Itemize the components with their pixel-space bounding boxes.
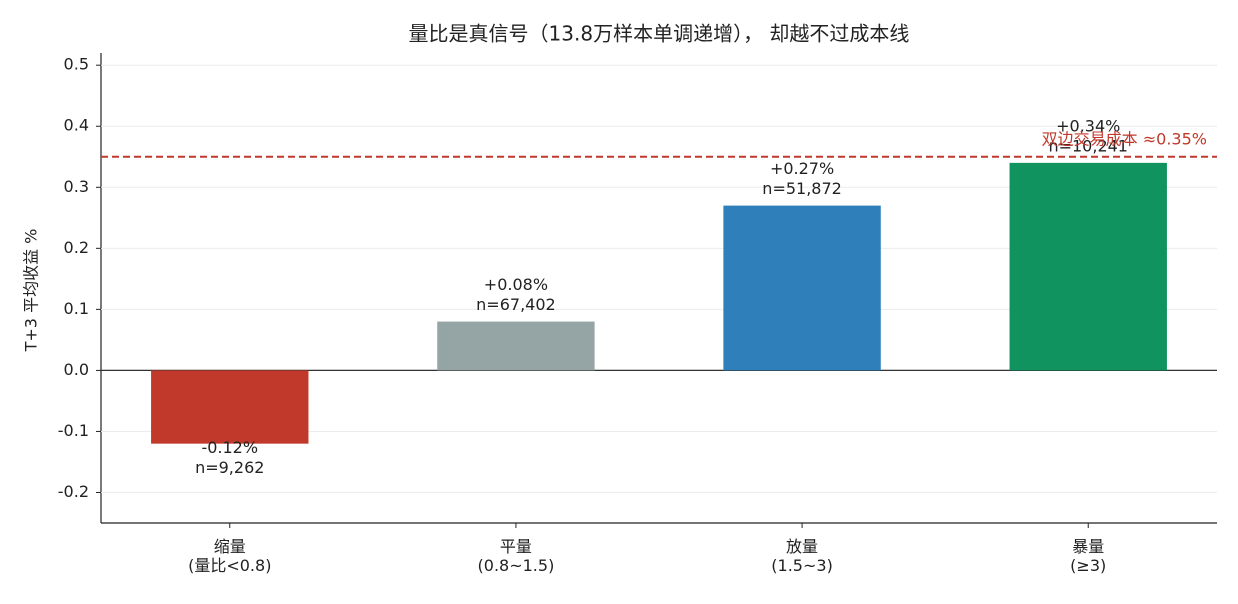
y-tick-label: -0.2 (58, 482, 89, 501)
value-label: -0.12% (201, 438, 258, 457)
x-tick-label: 平量 (0.8~1.5) (477, 537, 555, 575)
sample-label: n=67,402 (476, 295, 556, 314)
x-tick-label: 缩量 (量比<0.8) (188, 537, 272, 575)
sample-label: n=9,262 (195, 458, 264, 477)
y-tick-label: -0.1 (58, 421, 89, 440)
x-tick-label: 暴量 (≥3) (1070, 537, 1107, 575)
sample-label: n=51,872 (762, 179, 842, 198)
reference-label: 双边交易成本 ≈0.35% (1042, 129, 1207, 148)
x-tick-label: 放量 (1.5~3) (771, 537, 833, 575)
bar (723, 205, 881, 371)
bar (437, 321, 595, 371)
chart-title: 量比是真信号（13.8万样本单调递增）， 却越不过成本线 (409, 22, 910, 46)
y-tick-label: 0.1 (64, 299, 89, 318)
y-axis-label: T+3 平均收益 % (22, 229, 41, 353)
y-tick-label: 0.4 (64, 116, 89, 135)
y-tick-label: 0.3 (64, 177, 89, 196)
value-label: +0.08% (484, 275, 548, 294)
value-label: +0.27% (770, 159, 834, 178)
bar (1009, 162, 1167, 371)
bar (151, 370, 309, 444)
y-tick-label: 0.0 (64, 360, 89, 379)
y-tick-label: 0.2 (64, 238, 89, 257)
value-label: +0.34% (1056, 116, 1120, 135)
y-tick-label: 0.5 (64, 55, 89, 74)
sample-label: n=10,241 (1048, 136, 1128, 155)
